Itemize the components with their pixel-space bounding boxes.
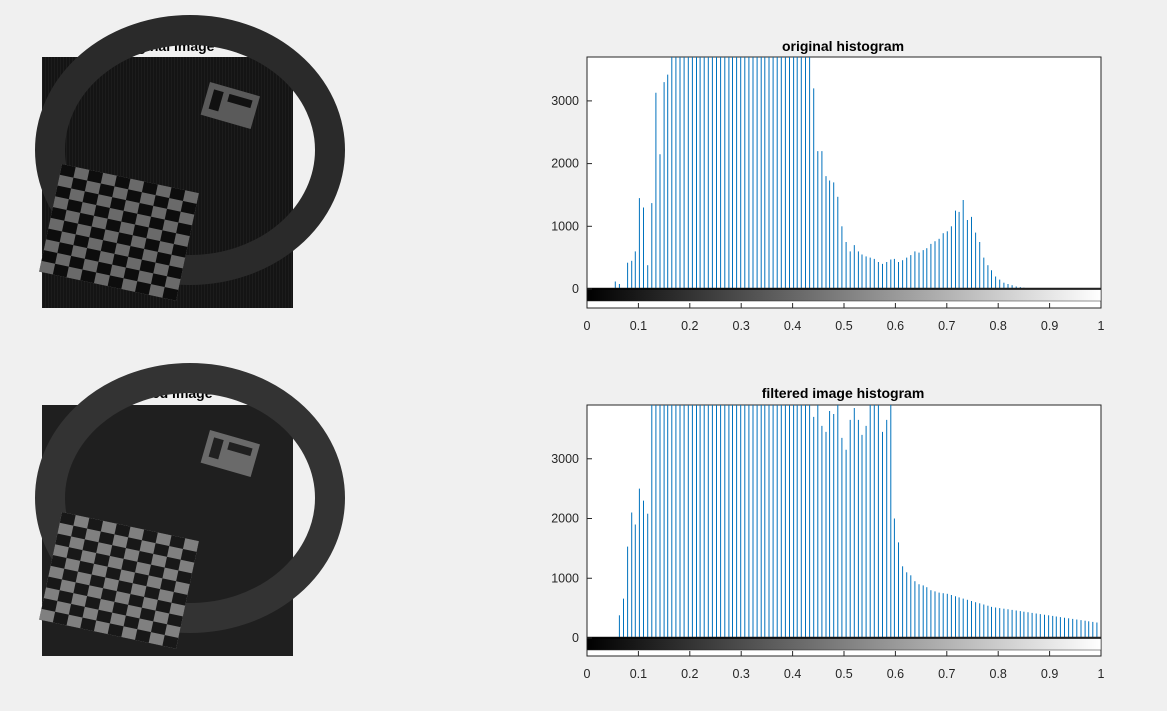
x-tick-label: 0.7	[938, 667, 955, 681]
y-tick-label: 3000	[551, 94, 579, 108]
x-tick-label: 0	[584, 667, 591, 681]
y-tick-label: 1000	[551, 219, 579, 233]
filtered-image	[35, 363, 345, 656]
x-tick-label: 0.3	[733, 667, 750, 681]
x-tick-label: 0.5	[835, 667, 852, 681]
y-tick-label: 3000	[551, 452, 579, 466]
filtered-histogram: filtered image histogram 0 1000 2000 3000 0…	[551, 385, 1104, 681]
filtered-histogram-colorbar	[586, 636, 1102, 651]
y-tick-label: 2000	[551, 157, 579, 171]
original-histogram-colorbar	[586, 287, 1102, 302]
x-tick-label: 0.8	[990, 319, 1007, 333]
original-image-panel: original image	[35, 15, 345, 308]
filtered-histogram-axes	[586, 404, 1102, 657]
x-tick-label: 0.5	[835, 319, 852, 333]
original-image	[35, 15, 345, 308]
original-histogram-title: original histogram	[782, 38, 904, 54]
original-histogram: original histogram 0 1000 2000 3000 0 0.1 0.2…	[551, 38, 1104, 333]
y-tick-label: 0	[572, 631, 579, 645]
x-tick-label: 0.4	[784, 667, 801, 681]
x-tick-label: 0.2	[681, 667, 698, 681]
filtered-histogram-bars	[618, 405, 1098, 638]
x-tick-label: 0.2	[681, 319, 698, 333]
x-tick-label: 0.1	[630, 667, 647, 681]
x-tick-label: 0.4	[784, 319, 801, 333]
filtered-histogram-y-ticks: 0 1000 2000 3000	[551, 452, 592, 645]
original-histogram-axes	[586, 56, 1102, 309]
x-tick-label: 0.8	[990, 667, 1007, 681]
x-tick-label: 0.9	[1041, 319, 1058, 333]
y-tick-label: 1000	[551, 571, 579, 585]
x-tick-label: 1	[1098, 319, 1105, 333]
x-tick-label: 0.1	[630, 319, 647, 333]
x-tick-label: 0.6	[887, 319, 904, 333]
x-tick-label: 0.3	[733, 319, 750, 333]
filtered-image-panel: filtered image	[35, 363, 345, 656]
original-histogram-y-ticks: 0 1000 2000 3000	[551, 94, 592, 296]
y-tick-label: 2000	[551, 512, 579, 526]
x-tick-label: 0.6	[887, 667, 904, 681]
original-histogram-bars	[614, 57, 1078, 289]
x-tick-label: 0	[584, 319, 591, 333]
filtered-histogram-title: filtered image histogram	[762, 385, 925, 401]
original-histogram-x-ticks: 0 0.1 0.2 0.3 0.4 0.5 0.6 0.7 0.8 0.9 1	[584, 303, 1105, 333]
x-tick-label: 1	[1098, 667, 1105, 681]
x-tick-label: 0.7	[938, 319, 955, 333]
x-tick-label: 0.9	[1041, 667, 1058, 681]
filtered-histogram-x-ticks: 0 0.1 0.2 0.3 0.4 0.5 0.6 0.7 0.8 0.9 1	[584, 651, 1105, 681]
y-tick-label: 0	[572, 282, 579, 296]
